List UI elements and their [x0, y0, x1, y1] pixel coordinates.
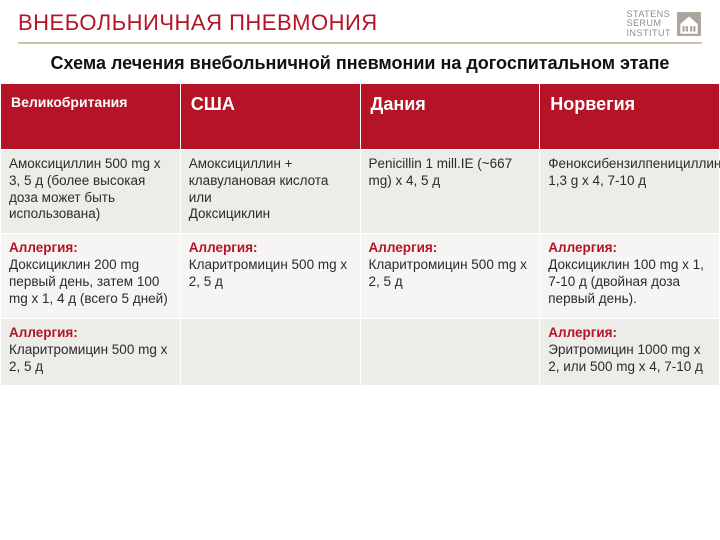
page-title: ВНЕБОЛЬНИЧНАЯ ПНЕВМОНИЯ — [18, 10, 378, 36]
allergy-label: Аллергия: — [369, 240, 532, 257]
table-row: Аллергия:Кларитромицин 500 mg x 2, 5 дАл… — [1, 318, 720, 386]
table-cell: Амоксициллин + клавулановая кислота или … — [180, 149, 360, 234]
table-cell: Аллергия:Эритромицин 1000 mg x 2, или 50… — [540, 318, 720, 386]
subtitle: Схема лечения внебольничной пневмонии на… — [0, 52, 720, 83]
header-divider — [18, 42, 702, 44]
col-header-denmark: Дания — [360, 83, 540, 149]
col-header-norway: Норвегия — [540, 83, 720, 149]
allergy-label: Аллергия: — [548, 325, 711, 342]
table-cell: Амоксициллин 500 mg x 3, 5 д (более высо… — [1, 149, 181, 234]
header-bar: ВНЕБОЛЬНИЧНАЯ ПНЕВМОНИЯ STATENS SERUM IN… — [0, 0, 720, 42]
cell-text: Доксициклин 100 mg x 1, 7-10 д (двойная … — [548, 257, 711, 308]
cell-text: Penicillin 1 mill.IE (~667 mg) x 4, 5 д — [369, 156, 532, 190]
treatment-table: Великобритания США Дания Норвегия Амокси… — [0, 83, 720, 387]
allergy-label: Аллергия: — [548, 240, 711, 257]
table-cell — [180, 318, 360, 386]
logo-line-3: INSTITUT — [627, 29, 672, 38]
institute-logo: STATENS SERUM INSTITUT — [627, 10, 703, 38]
cell-text: Эритромицин 1000 mg x 2, или 500 mg x 4,… — [548, 342, 711, 376]
building-icon — [676, 11, 702, 37]
table-header-row: Великобритания США Дания Норвегия — [1, 83, 720, 149]
cell-text: Амоксициллин 500 mg x 3, 5 д (более высо… — [9, 156, 172, 224]
allergy-label: Аллергия: — [9, 240, 172, 257]
table-cell — [360, 318, 540, 386]
table-cell: Феноксибензилпенициллин 1,3 g x 4, 7-10 … — [540, 149, 720, 234]
cell-text: Кларитромицин 500 mg x 2, 5 д — [9, 342, 172, 376]
cell-text: Доксициклин 200 mg первый день, затем 10… — [9, 257, 172, 308]
cell-text: Феноксибензилпенициллин 1,3 g x 4, 7-10 … — [548, 156, 711, 190]
allergy-label: Аллергия: — [9, 325, 172, 342]
col-header-uk: Великобритания — [1, 83, 181, 149]
table-cell: Penicillin 1 mill.IE (~667 mg) x 4, 5 д — [360, 149, 540, 234]
table-cell: Аллергия:Доксициклин 200 mg первый день,… — [1, 234, 181, 319]
cell-text: Амоксициллин + клавулановая кислота или … — [189, 156, 352, 224]
logo-text: STATENS SERUM INSTITUT — [627, 10, 672, 38]
col-header-usa: США — [180, 83, 360, 149]
table-cell: Аллергия:Доксициклин 100 mg x 1, 7-10 д … — [540, 234, 720, 319]
cell-text: Кларитромицин 500 mg x 2, 5 д — [369, 257, 532, 291]
allergy-label: Аллергия: — [189, 240, 352, 257]
cell-text: Кларитромицин 500 mg x 2, 5 д — [189, 257, 352, 291]
table-body: Амоксициллин 500 mg x 3, 5 д (более высо… — [1, 149, 720, 386]
table-row: Амоксициллин 500 mg x 3, 5 д (более высо… — [1, 149, 720, 234]
table-cell: Аллергия:Кларитромицин 500 mg x 2, 5 д — [360, 234, 540, 319]
table-row: Аллергия:Доксициклин 200 mg первый день,… — [1, 234, 720, 319]
table-cell: Аллергия:Кларитромицин 500 mg x 2, 5 д — [180, 234, 360, 319]
table-cell: Аллергия:Кларитромицин 500 mg x 2, 5 д — [1, 318, 181, 386]
